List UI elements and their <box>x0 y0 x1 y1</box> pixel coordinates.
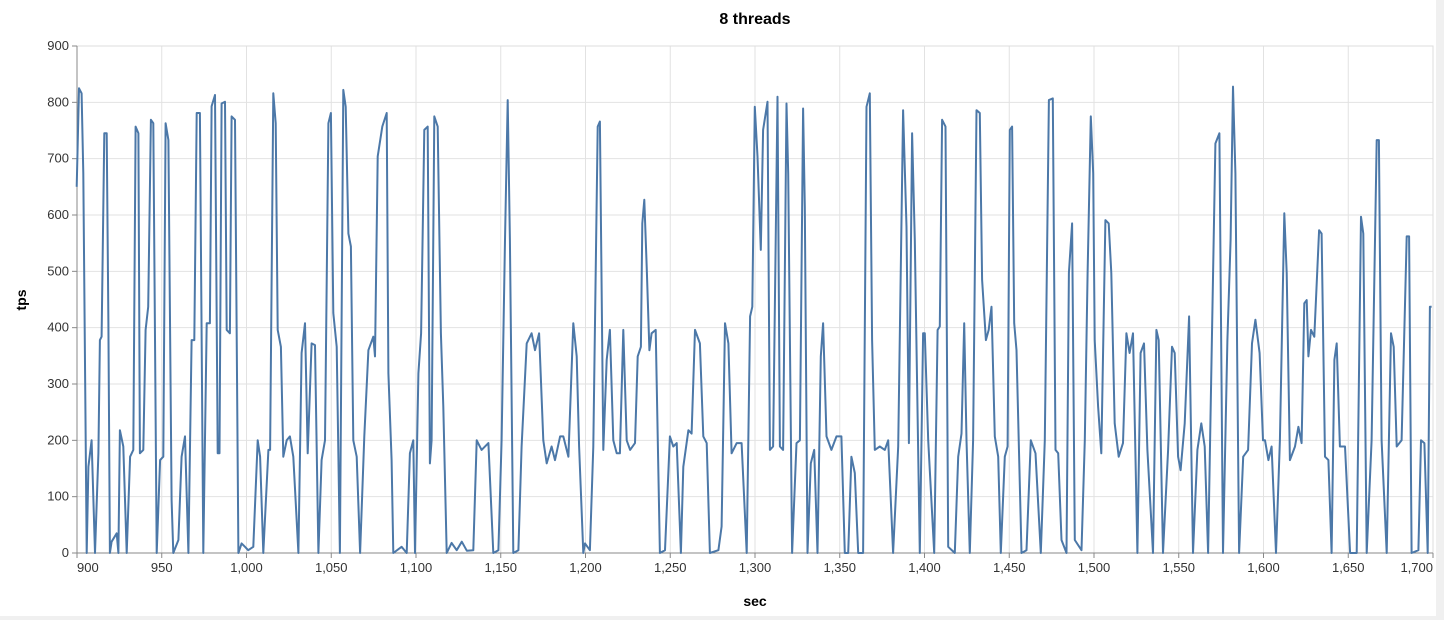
y-axis: 0 100 200 300 400 500 600 700 800 900 <box>47 38 78 560</box>
y-tick-label: 200 <box>47 432 69 447</box>
x-tick-label: 1,700 <box>1400 560 1433 575</box>
x-tick-label: 1,250 <box>654 560 687 575</box>
x-tick-label: 1,650 <box>1332 560 1365 575</box>
x-axis: 900 950 1,000 1,050 1,100 1,150 1,200 1,250 1,30… <box>76 552 1434 575</box>
x-tick-label: 1,500 <box>1078 560 1111 575</box>
y-tick-label: 700 <box>47 151 69 166</box>
x-tick-label: 950 <box>151 560 173 575</box>
y-axis-title: tps <box>13 289 29 310</box>
y-tick-label: 100 <box>47 489 69 504</box>
x-tick-label: 1,200 <box>569 560 602 575</box>
x-tick-label: 1,150 <box>484 560 517 575</box>
x-tick-label: 900 <box>77 560 99 575</box>
chart-title: 8 threads <box>719 11 790 28</box>
y-tick-label: 800 <box>47 94 69 109</box>
y-tick-label: 900 <box>47 38 69 53</box>
x-axis-title: sec <box>743 593 767 609</box>
x-tick-label: 1,000 <box>230 560 263 575</box>
x-tick-label: 1,350 <box>823 560 856 575</box>
x-tick-label: 1,100 <box>400 560 433 575</box>
x-tick-label: 1,300 <box>739 560 772 575</box>
x-tick-label: 1,050 <box>315 560 348 575</box>
y-tick-label: 600 <box>47 207 69 222</box>
series-line <box>75 85 1432 554</box>
x-tick-label: 1,550 <box>1162 560 1195 575</box>
y-tick-label: 400 <box>47 320 69 335</box>
y-tick-label: 0 <box>62 545 69 560</box>
y-tick-label: 300 <box>47 376 69 391</box>
x-tick-label: 1,400 <box>908 560 941 575</box>
x-tick-label: 1,450 <box>993 560 1026 575</box>
y-tick-label: 500 <box>47 263 69 278</box>
x-tick-label: 1,600 <box>1247 560 1280 575</box>
